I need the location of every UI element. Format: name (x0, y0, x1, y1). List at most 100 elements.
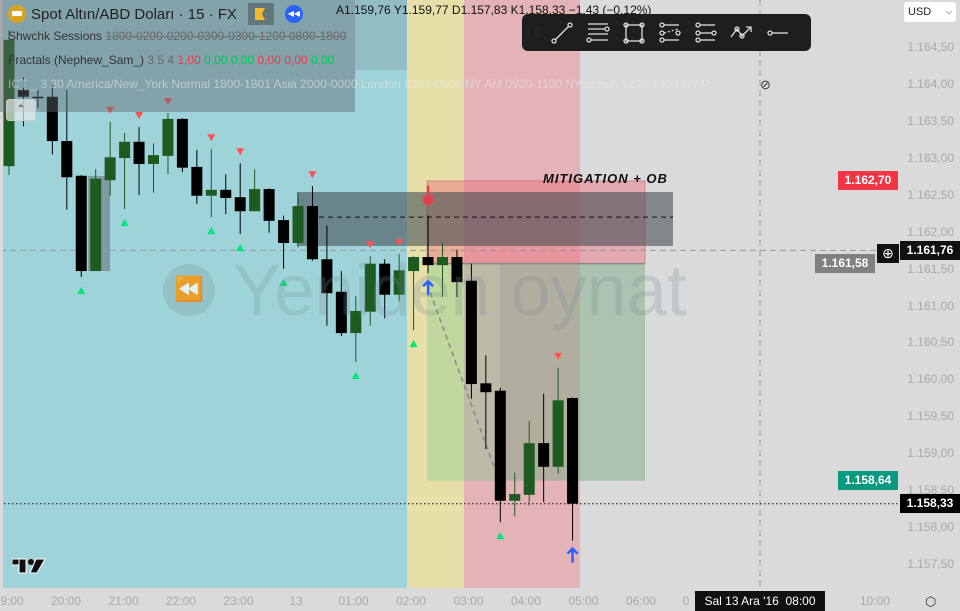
currency-value: USD (908, 6, 932, 18)
price-label: 1.162,70 (838, 171, 898, 191)
ohlc-open: A1.159,76 (336, 3, 391, 17)
symbol-header[interactable]: Spot Altın/ABD Doları · 15 · FX ◀◀ (8, 3, 303, 25)
currency-select[interactable]: USD ⌵ (904, 2, 956, 22)
fractal-up-marker (279, 278, 288, 286)
candle-bullish (292, 206, 304, 243)
price-tick: 1.159,00 (907, 446, 954, 461)
parallel-channel-tool[interactable] (580, 14, 616, 51)
fractals-name[interactable]: Fractals (Nephew_Sam_) (8, 53, 145, 67)
indicator-sessions[interactable]: Shwchk Sessions 1800-0200-0200-0300-0300… (8, 29, 346, 43)
candle-bearish (379, 263, 391, 295)
flat-top-bottom-tool[interactable] (688, 14, 724, 51)
candle-bullish (393, 270, 405, 295)
price-tick: 1.161,00 (907, 298, 954, 313)
ohlc-close: K1.158,33 (510, 3, 566, 17)
candle-bullish (148, 155, 159, 164)
candle-bearish (263, 189, 275, 221)
replay-watermark-icon: ⏪ (163, 264, 215, 316)
time-tick: 10:00 (859, 594, 891, 608)
tradingview-logo (12, 558, 46, 574)
collapse-legend-button[interactable]: ⌃ (6, 99, 36, 121)
candle-bullish (104, 157, 116, 181)
price-tick: 1.159,50 (907, 409, 954, 424)
candle-bearish (176, 118, 188, 168)
fractal-down-marker (135, 112, 144, 120)
fractal-up-marker (351, 371, 360, 379)
candle-bearish (306, 206, 318, 260)
time-crosshair-label: Sal 13 Ara '16 08:00 (695, 591, 825, 611)
candle-bearish (422, 257, 434, 266)
price-axis[interactable]: 1.164,50 1.164,00 1.163,50 1.163,00 1.162,50… (900, 0, 960, 590)
candle-bearish (480, 383, 492, 393)
fractals-params: 3 5 4 (147, 53, 175, 67)
candle-bullish (364, 263, 376, 312)
candle-bearish (17, 90, 29, 97)
rectangle-tool[interactable] (616, 14, 652, 51)
price-tick: 1.163,00 (907, 150, 954, 165)
indicator-ict[interactable]: ICT _ 3 30 America/New_York Normal 1800-… (8, 77, 712, 91)
fractal-value: 0,00 (254, 53, 281, 67)
time-tick: 21:00 (108, 594, 139, 608)
symbol-title[interactable]: Spot Altın/ABD Doları · 15 · FX (31, 5, 237, 23)
candle-bullish (119, 141, 131, 159)
candle-bearish (220, 189, 232, 198)
candle-bullish (249, 189, 261, 212)
flag-icon[interactable] (247, 3, 274, 25)
eye-off-icon[interactable]: ⊘ (760, 77, 771, 92)
price-tick: 1.158,50 (907, 483, 954, 498)
sessions-name[interactable]: Shwchk Sessions (8, 29, 103, 43)
path-icon (730, 25, 752, 39)
fractal-down-marker (236, 148, 245, 156)
replay-watermark: Yeniden oynat (233, 251, 687, 331)
parallel-channel-icon (586, 22, 610, 43)
trend-line-icon (551, 21, 573, 44)
candle-bearish (335, 291, 347, 334)
fractal-down-marker (106, 106, 115, 114)
regression-trend-tool[interactable] (652, 14, 688, 51)
candle-bearish (494, 390, 506, 501)
time-tick: 20:00 (50, 594, 82, 608)
trend-line-tool[interactable] (544, 14, 580, 51)
settings-gear-icon[interactable]: ⬡ (925, 594, 937, 609)
candle-bullish (552, 400, 564, 467)
time-tick: 05:00 (568, 594, 599, 608)
fractal-down-marker (308, 171, 317, 179)
fractal-down-marker (207, 134, 216, 142)
fractal-up-marker (236, 244, 245, 252)
time-axis[interactable]: 9:00 20:00 21:00 22:00 23:00 13 01:00 02:00 03:0… (0, 590, 960, 611)
fractal-up-marker (496, 532, 505, 540)
gold-symbol-icon (8, 5, 26, 23)
legend-background-fade (355, 0, 407, 70)
candle-bearish (451, 257, 463, 283)
time-tick: 03:00 (453, 594, 484, 608)
candle-bearish (133, 141, 145, 164)
buy-signal-arrow-icon (422, 279, 434, 296)
time-tick: 22:00 (165, 594, 197, 608)
ohlc-change: −1,43 (−0,12%) (568, 3, 652, 17)
fractal-value: 1,00 (177, 53, 201, 67)
price-tick: 1.164,00 (907, 76, 954, 91)
sell-signal-arrow-icon (422, 185, 434, 207)
price-label: 1.158,64 (838, 471, 898, 491)
time-tick: 02:00 (395, 594, 427, 608)
candle-bullish (162, 118, 174, 156)
ohlc-readout: A1.159,76 Y1.159,77 D1.157,83 K1.158,33 … (336, 3, 651, 17)
horizontal-ray-tool[interactable] (760, 14, 796, 51)
path-tool[interactable] (724, 14, 760, 51)
replay-rewind-icon[interactable]: ◀◀ (284, 5, 303, 23)
chart-left-edge (0, 0, 3, 588)
candle-bearish (321, 259, 333, 294)
drag-handle-icon[interactable]: ⋮⋮ (523, 27, 543, 38)
time-tick: 0 (682, 594, 690, 608)
take-profit-zone (427, 263, 645, 481)
mitigation-annotation[interactable]: MITIGATION + OB (543, 171, 668, 186)
price-tick: 1.158,00 (907, 520, 954, 535)
candle-bearish (75, 175, 87, 272)
add-alert-plus-icon[interactable]: ⊕ (877, 244, 899, 263)
candle-bearish (567, 398, 579, 504)
fractal-down-marker (366, 241, 375, 249)
buy-signal-arrow-icon (566, 546, 579, 563)
fractal-up-marker (77, 286, 86, 294)
indicator-fractals[interactable]: Fractals (Nephew_Sam_) 3 5 4 1,00 0,00 0… (8, 53, 334, 67)
